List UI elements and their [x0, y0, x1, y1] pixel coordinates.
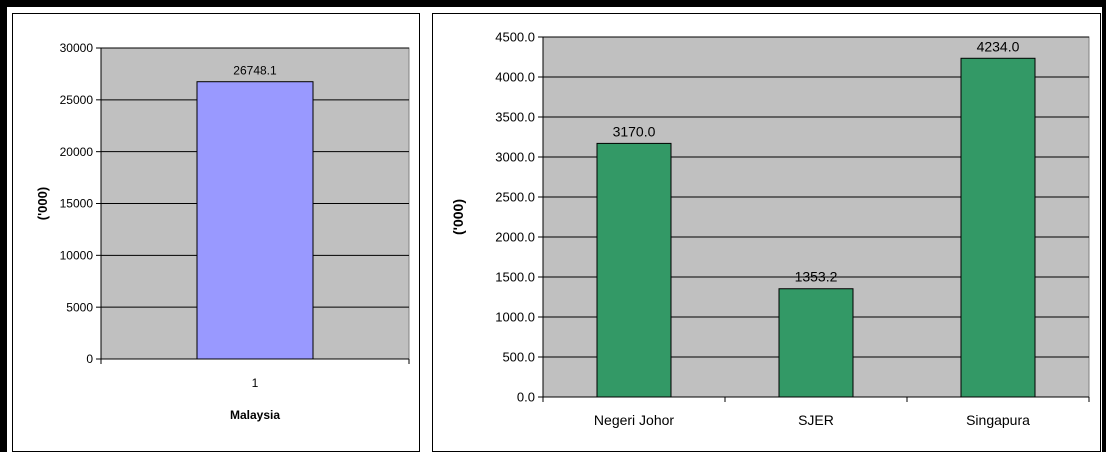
data-label: 4234.0 — [977, 38, 1020, 54]
data-label: 26748.1 — [233, 64, 277, 78]
y-tick-label: 10000 — [60, 249, 94, 263]
y-tick-label: 500.0 — [502, 350, 535, 365]
y-axis-title: ('000) — [35, 187, 50, 220]
x-tick-label: SJER — [798, 412, 834, 428]
y-tick-label: 2000.0 — [495, 230, 535, 245]
data-label: 3170.0 — [613, 123, 656, 139]
x-tick-label: Negeri Johor — [594, 412, 674, 428]
y-tick-label: 20000 — [60, 145, 94, 159]
y-tick-label: 30000 — [60, 41, 94, 55]
x-axis-title: Malaysia — [230, 408, 280, 422]
y-tick-label: 15000 — [60, 197, 94, 211]
y-tick-label: 0 — [86, 352, 93, 366]
bar — [960, 57, 1036, 398]
y-tick-label: 3500.0 — [495, 110, 535, 125]
bar — [596, 142, 672, 398]
y-tick-label: 5000 — [66, 300, 93, 314]
x-tick-label: 1 — [252, 376, 259, 390]
malaysia-chart-panel: 0 5000 10000 15000 20000 25000 30000 26748.1 1 ('… — [12, 13, 420, 452]
malaysia-chart: 0 5000 10000 15000 20000 25000 30000 26748.1 1 ('… — [35, 41, 410, 422]
y-tick-label: 4500.0 — [495, 30, 535, 45]
y-tick-label: 4000.0 — [495, 70, 535, 85]
y-axis-title: ('000) — [450, 199, 466, 235]
region-chart-panel: 0.0 500.0 1000.0 1500.0 2000.0 2500.0 3000.0 35… — [432, 13, 1101, 452]
region-chart: 0.0 500.0 1000.0 1500.0 2000.0 2500.0 3000.0 35… — [450, 30, 1090, 428]
bar — [778, 288, 854, 398]
y-tick-label: 1000.0 — [495, 310, 535, 325]
data-label: 1353.2 — [795, 269, 838, 285]
y-tick-label: 1500.0 — [495, 270, 535, 285]
y-tick-label: 3000.0 — [495, 150, 535, 165]
y-tick-label: 25000 — [60, 93, 94, 107]
bar — [196, 81, 314, 360]
y-tick-label: 0.0 — [517, 390, 535, 405]
y-tick-label: 2500.0 — [495, 190, 535, 205]
x-tick-label: Singapura — [966, 412, 1030, 428]
